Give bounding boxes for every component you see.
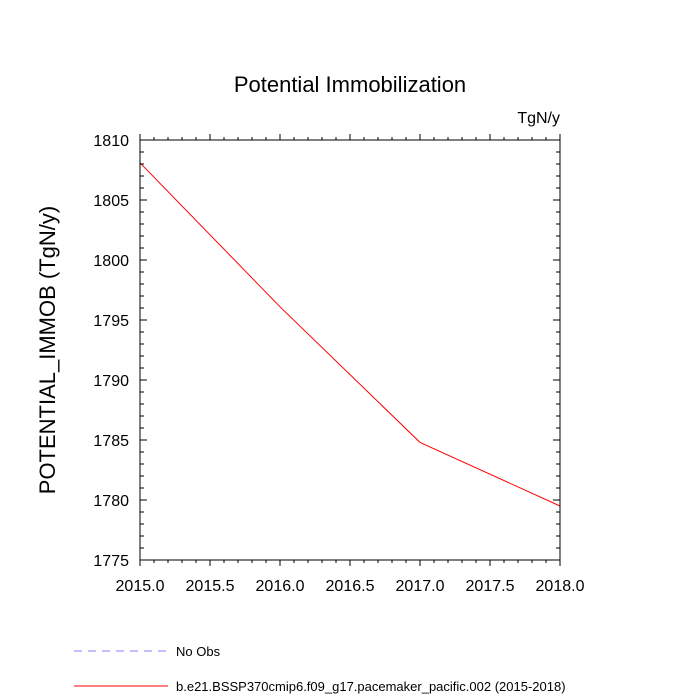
plot-frame bbox=[139, 139, 561, 561]
y-tick-label: 1780 bbox=[93, 493, 129, 510]
y-tick-label: 1775 bbox=[93, 553, 129, 570]
y-tick-label: 1805 bbox=[93, 193, 129, 210]
x-tick-label: 2015.0 bbox=[116, 578, 165, 595]
legend-label-0: No Obs bbox=[176, 644, 221, 659]
x-tick-label: 2018.0 bbox=[536, 578, 585, 595]
units-label: TgN/y bbox=[517, 110, 560, 127]
tick-labels: 2015.0 2015.5 2016.0 2016.5 2017.0 2017.5 2018… bbox=[93, 133, 584, 595]
y-tick-label: 1810 bbox=[93, 133, 129, 150]
y-axis-label: POTENTIAL_IMMOB (TgN/y) bbox=[35, 206, 60, 494]
axis-ticks bbox=[139, 134, 561, 566]
x-tick-label: 2017.0 bbox=[396, 578, 445, 595]
x-tick-label: 2016.0 bbox=[256, 578, 305, 595]
y-tick-label: 1790 bbox=[93, 373, 129, 390]
series-group bbox=[139, 162, 561, 507]
y-tick-label: 1800 bbox=[93, 253, 129, 270]
series-line-1 bbox=[139, 162, 561, 507]
legend-label-1: b.e21.BSSP370cmip6.f09_g17.pacemaker_pac… bbox=[176, 679, 566, 694]
x-tick-label: 2016.5 bbox=[326, 578, 375, 595]
x-tick-label: 2015.5 bbox=[186, 578, 235, 595]
y-tick-label: 1785 bbox=[93, 433, 129, 450]
x-tick-label: 2017.5 bbox=[466, 578, 515, 595]
legend: No Obs b.e21.BSSP370cmip6.f09_g17.pacemak… bbox=[74, 644, 566, 694]
chart-title: Potential Immobilization bbox=[234, 72, 466, 97]
y-tick-label: 1795 bbox=[93, 313, 129, 330]
